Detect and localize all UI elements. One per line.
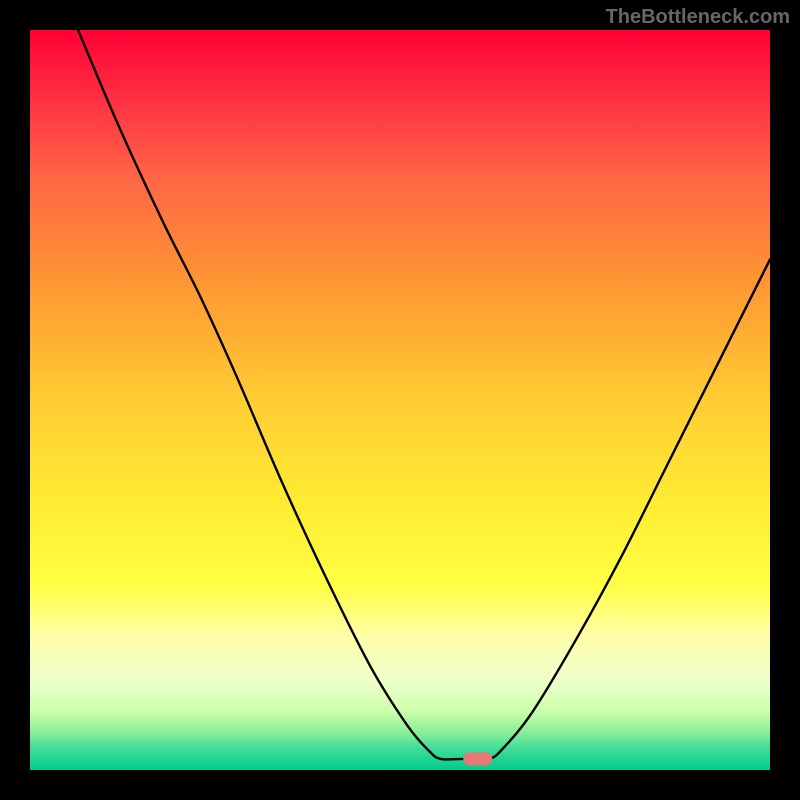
bottleneck-curve (30, 30, 770, 770)
watermark-text: TheBottleneck.com (606, 6, 790, 28)
watermark: TheBottleneck.com (606, 6, 790, 29)
minimum-marker (463, 752, 493, 765)
plot-area (30, 30, 770, 770)
